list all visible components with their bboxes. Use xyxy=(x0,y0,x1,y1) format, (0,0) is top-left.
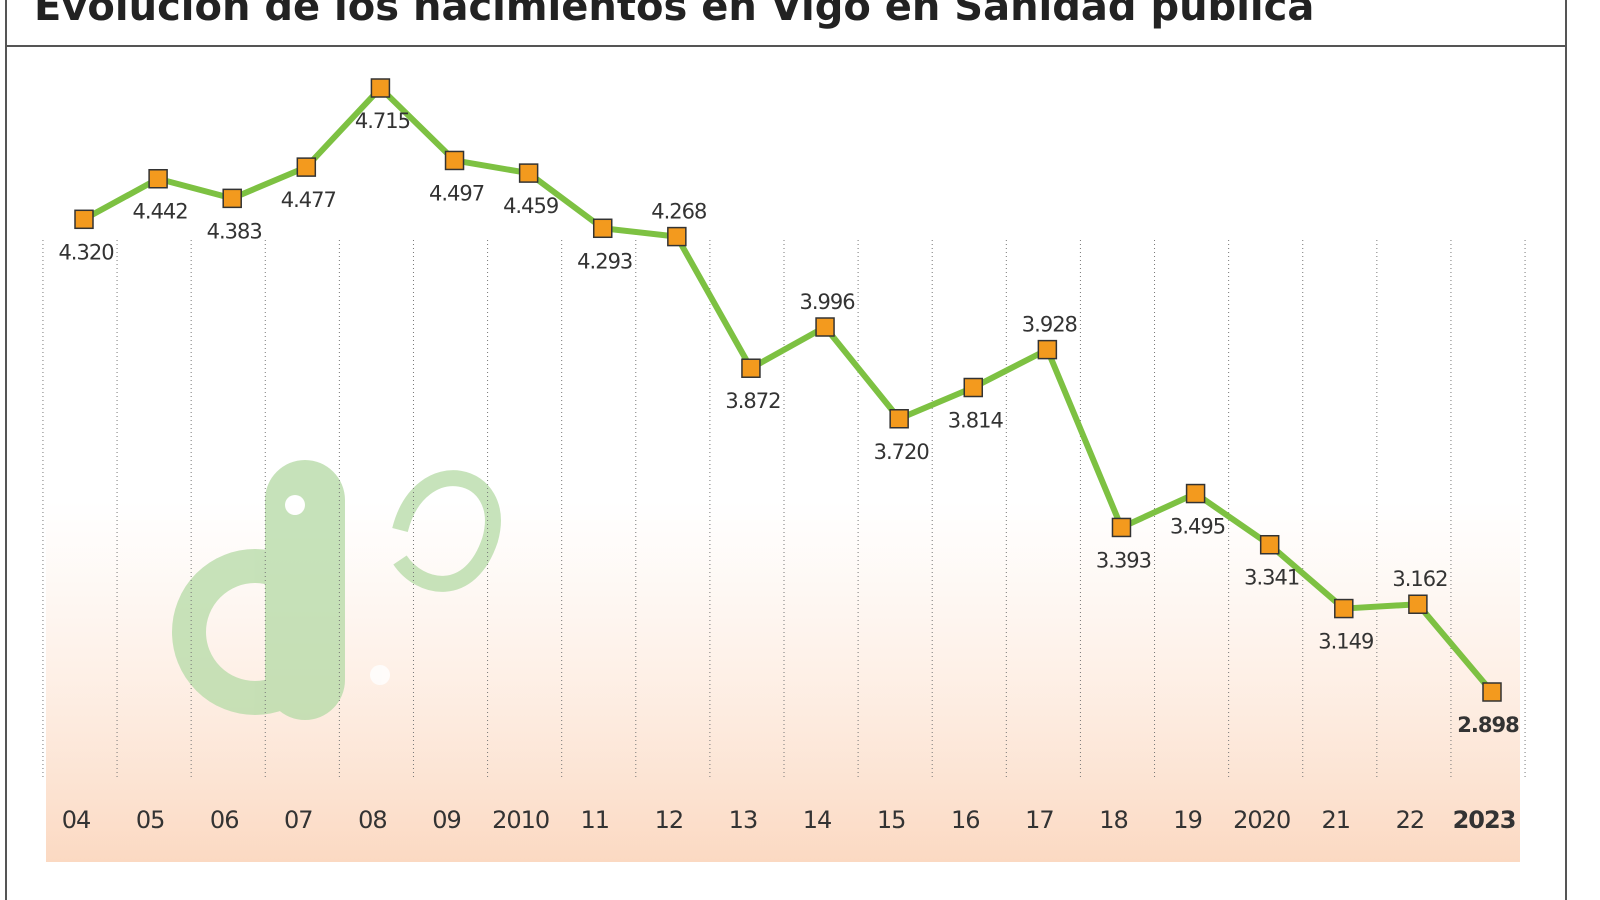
value-label: 2.898 xyxy=(1457,713,1519,737)
marker xyxy=(667,226,687,247)
line xyxy=(82,85,1495,694)
value-label: 4.442 xyxy=(133,200,188,224)
marker xyxy=(1334,598,1354,619)
marker xyxy=(963,377,984,398)
marker xyxy=(741,358,761,378)
value-label: 4.293 xyxy=(577,249,632,273)
value-label: 4.320 xyxy=(58,240,113,264)
value-label: 3.341 xyxy=(1244,566,1299,590)
marker xyxy=(1037,339,1058,360)
value-label: 3.393 xyxy=(1096,548,1151,572)
value-label: 3.162 xyxy=(1392,567,1447,591)
x-tick-label: 05 xyxy=(136,806,165,834)
marker xyxy=(148,168,168,189)
value-label: 4.497 xyxy=(429,181,484,205)
marker xyxy=(1111,517,1132,538)
marker xyxy=(592,218,613,239)
marker xyxy=(1185,483,1206,504)
marker xyxy=(1408,594,1428,614)
x-tick-label: 14 xyxy=(803,806,832,834)
pacifier-icon xyxy=(172,460,501,720)
x-tick-label: 12 xyxy=(655,806,684,834)
x-tick-label: 11 xyxy=(580,806,609,834)
value-label: 4.459 xyxy=(503,194,558,218)
marker xyxy=(1482,682,1502,702)
marker xyxy=(444,150,465,171)
x-tick-label: 21 xyxy=(1322,806,1351,834)
value-label: 3.720 xyxy=(874,440,929,464)
x-tick-label: 18 xyxy=(1099,806,1128,834)
x-tick-label: 19 xyxy=(1173,806,1202,834)
x-tick-label: 2023 xyxy=(1453,806,1516,834)
value-label: 3.928 xyxy=(1022,313,1077,337)
value-label: 4.715 xyxy=(355,109,410,133)
x-tick-label: 04 xyxy=(62,806,91,834)
value-label: 4.268 xyxy=(651,200,706,224)
x-tick-label: 07 xyxy=(284,806,313,834)
value-label: 4.383 xyxy=(207,219,262,243)
x-tick-label: 17 xyxy=(1025,806,1054,834)
value-label: 3.872 xyxy=(725,389,780,413)
x-tick-label: 2020 xyxy=(1233,806,1290,834)
marker xyxy=(370,78,391,98)
marker xyxy=(296,157,317,177)
x-tick-label: 08 xyxy=(358,806,387,834)
x-tick-label: 22 xyxy=(1396,806,1425,834)
x-tick-label: 16 xyxy=(951,806,980,834)
x-tick-label: 13 xyxy=(729,806,758,834)
x-tick-label: 09 xyxy=(432,806,461,834)
x-tick-label: 06 xyxy=(210,806,239,834)
x-tick-label: 2010 xyxy=(492,806,549,834)
marker xyxy=(815,317,835,337)
value-label: 3.149 xyxy=(1318,630,1373,654)
marker xyxy=(74,209,94,230)
value-label: 4.477 xyxy=(281,188,336,212)
marker xyxy=(518,163,539,183)
value-label: 3.495 xyxy=(1170,515,1225,539)
marker xyxy=(1259,534,1280,555)
x-tick-label: 15 xyxy=(877,806,906,834)
marker xyxy=(889,409,909,429)
value-label: 3.814 xyxy=(948,409,1004,433)
marker xyxy=(222,188,242,209)
value-label: 3.996 xyxy=(799,290,855,314)
chart-title: Evolución de los nacimientos en Vigo en … xyxy=(34,0,1314,30)
